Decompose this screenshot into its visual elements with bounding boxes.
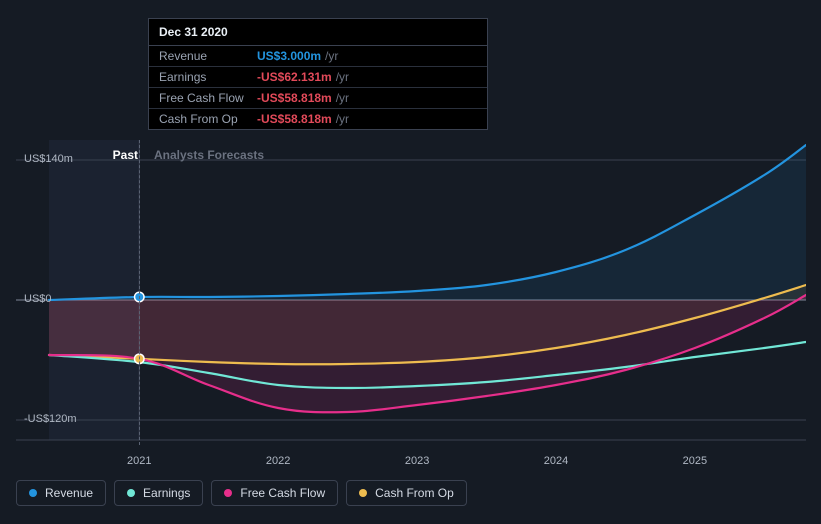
x-axis-tick-label: 2022 xyxy=(266,455,290,467)
x-axis-tick-label: 2023 xyxy=(405,455,429,467)
tooltip-row-unit: /yr xyxy=(325,49,338,63)
tooltip-row: RevenueUS$3.000m/yr xyxy=(149,46,487,67)
y-axis-tick-label: US$140m xyxy=(24,153,73,165)
legend-item-label: Earnings xyxy=(143,486,190,500)
financials-chart: Past Analysts Forecasts US$140m US$0 -US$1… xyxy=(16,120,806,445)
legend-item-revenue[interactable]: Revenue xyxy=(16,480,106,506)
tooltip-row-key: Free Cash Flow xyxy=(159,91,257,105)
tooltip-row-unit: /yr xyxy=(336,112,349,126)
legend-item-free-cash-flow[interactable]: Free Cash Flow xyxy=(211,480,338,506)
past-region-label: Past xyxy=(113,148,138,162)
chart-legend: Revenue Earnings Free Cash Flow Cash From O… xyxy=(16,480,467,506)
x-axis-tick-label: 2025 xyxy=(683,455,707,467)
legend-item-cash-from-op[interactable]: Cash From Op xyxy=(346,480,467,506)
tooltip-row: Earnings-US$62.131m/yr xyxy=(149,67,487,88)
tooltip-row: Free Cash Flow-US$58.818m/yr xyxy=(149,88,487,109)
legend-item-label: Cash From Op xyxy=(375,486,454,500)
legend-item-label: Free Cash Flow xyxy=(240,486,325,500)
chart-tooltip: Dec 31 2020 RevenueUS$3.000m/yrEarnings-… xyxy=(148,18,488,130)
tooltip-row-key: Revenue xyxy=(159,49,257,63)
chart-canvas xyxy=(16,120,806,445)
x-axis-tick-label: 2024 xyxy=(544,455,568,467)
legend-dot-icon xyxy=(224,489,232,497)
legend-dot-icon xyxy=(29,489,37,497)
tooltip-row-unit: /yr xyxy=(336,70,349,84)
tooltip-date: Dec 31 2020 xyxy=(149,19,487,46)
tooltip-row-unit: /yr xyxy=(336,91,349,105)
tooltip-row-value: -US$58.818m xyxy=(257,112,332,126)
tooltip-row: Cash From Op-US$58.818m/yr xyxy=(149,109,487,129)
forecast-region-label: Analysts Forecasts xyxy=(154,148,264,162)
x-axis-tick-label: 2021 xyxy=(127,455,151,467)
legend-dot-icon xyxy=(127,489,135,497)
legend-dot-icon xyxy=(359,489,367,497)
tooltip-row-value: -US$62.131m xyxy=(257,70,332,84)
hover-vertical-line xyxy=(139,140,140,445)
tooltip-row-value: -US$58.818m xyxy=(257,91,332,105)
tooltip-row-key: Cash From Op xyxy=(159,112,257,126)
tooltip-row-value: US$3.000m xyxy=(257,49,321,63)
y-axis-tick-label: US$0 xyxy=(24,293,52,305)
tooltip-row-key: Earnings xyxy=(159,70,257,84)
y-axis-tick-label: -US$120m xyxy=(24,413,77,425)
legend-item-label: Revenue xyxy=(45,486,93,500)
legend-item-earnings[interactable]: Earnings xyxy=(114,480,203,506)
